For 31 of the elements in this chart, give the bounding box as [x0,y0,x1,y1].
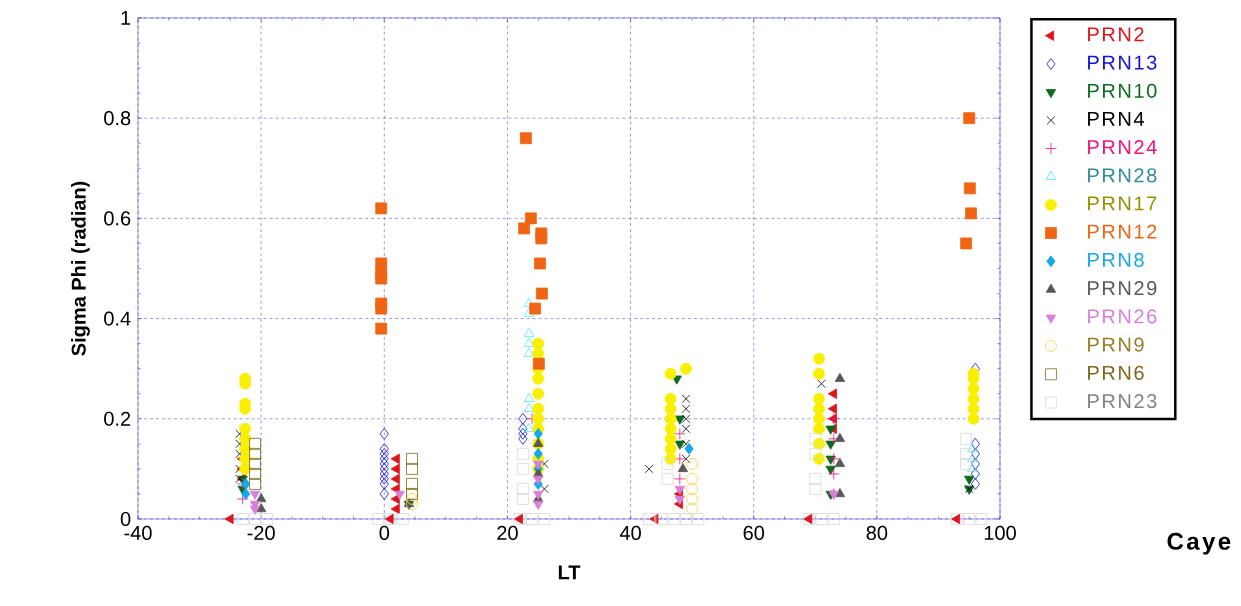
legend-label: PRN26 [1088,309,1157,324]
y-tick-label: 0.6 [104,211,131,226]
legend-label: PRN17 [1088,196,1157,211]
legend-label: PRN10 [1088,83,1157,98]
text: Caye [1167,532,1231,555]
legend-label: PRN24 [1088,140,1157,154]
x-tick-label: 80 [866,525,888,541]
y-tick-label: 1 [121,11,131,25]
x-tick-label: 100 [984,525,1016,541]
x-tick-label: 0 [379,525,390,541]
x-tick-label: 60 [743,525,765,541]
y-tick-label: 0 [120,511,131,527]
x-tick-label: -20 [247,525,275,541]
legend-label: PRN2 [1088,27,1144,42]
legend-label: PRN9 [1088,337,1144,352]
legend-label: PRN13 [1088,55,1157,70]
legend-label: PRN28 [1088,168,1157,183]
x-axis-title: LT [558,565,581,580]
legend-label: PRN23 [1088,394,1157,409]
x-tick-label: -40 [124,525,152,541]
legend-label: PRN4 [1088,111,1144,126]
x-tick-label: 20 [497,525,518,541]
y-tick-label: 0.2 [104,411,131,426]
legend-label: PRN8 [1088,252,1144,267]
legend-label: PRN12 [1088,224,1157,239]
legend-label: PRN29 [1088,281,1157,296]
legend-label: PRN6 [1088,365,1144,380]
y-tick-label: 0.8 [104,111,131,126]
y-axis-title: Sigma Phi (radian) [71,181,90,356]
x-tick-label: 40 [619,525,641,541]
y-tick-label: 0.4 [104,311,131,326]
